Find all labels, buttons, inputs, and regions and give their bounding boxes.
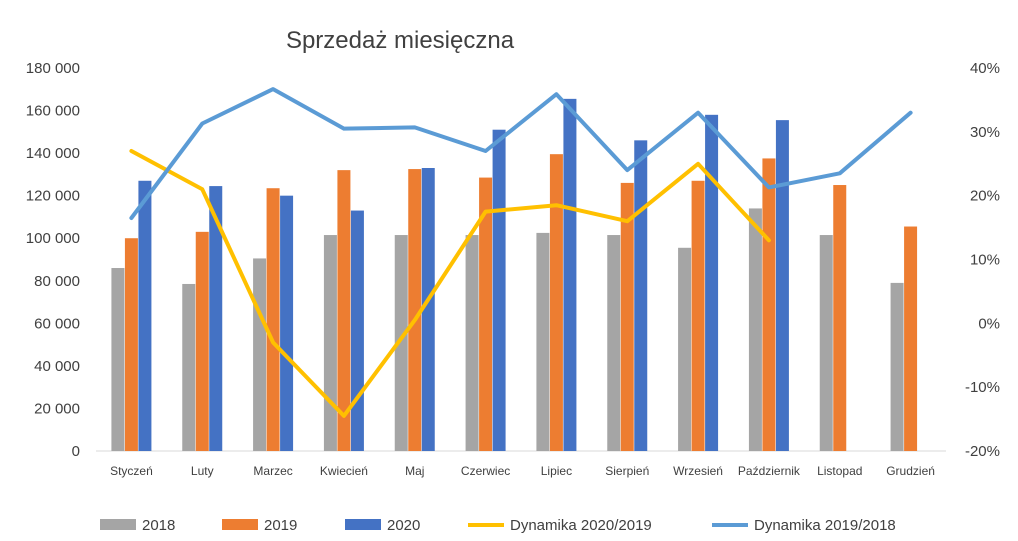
bar-2018: [253, 258, 267, 451]
line-Dynamika-2020-2019: [129, 149, 771, 418]
legend-label: 2019: [264, 517, 297, 534]
bar-2019: [266, 188, 280, 451]
bar-2020: [705, 114, 719, 452]
bar-2019: [549, 154, 563, 452]
right-tick-label: -10%: [965, 379, 1000, 396]
bar-2018: [111, 268, 125, 451]
bar-2018: [890, 282, 904, 451]
left-tick-label: 40 000: [34, 358, 80, 375]
legend-swatch: [222, 519, 258, 530]
legend-label: Dynamika 2020/2019: [510, 517, 652, 534]
bar-2019: [691, 180, 705, 451]
left-axis: 0 20 000 40 000 60 000 80 000 100 000 120 000 1…: [26, 60, 80, 460]
bars-group: [111, 98, 918, 452]
legend-label: 2018: [142, 517, 175, 534]
category-label: Lipiec: [541, 464, 572, 478]
category-label: Październik: [738, 464, 801, 478]
category-labels: Styczeń Luty Marzec Kwiecień Maj Czerwiec Lipi…: [110, 464, 935, 478]
category-label: Kwiecień: [320, 464, 368, 478]
left-tick-label: 100 000: [26, 230, 80, 247]
bar-2020: [775, 120, 789, 451]
left-tick-label: 140 000: [26, 145, 80, 162]
bar-2020: [280, 195, 294, 451]
left-tick-label: 60 000: [34, 315, 80, 332]
bar-2019: [904, 226, 918, 451]
right-tick-label: 40%: [970, 60, 1000, 77]
bar-2019: [408, 169, 422, 451]
legend: 2018 2019 2020 Dynamika 2020/2019 Dynamika 2…: [100, 517, 896, 534]
right-tick-label: 10%: [970, 252, 1000, 269]
bar-2020: [421, 168, 435, 451]
bar-2019: [195, 231, 209, 451]
bar-2020: [209, 186, 223, 451]
left-tick-label: 180 000: [26, 60, 80, 77]
legend-label: Dynamika 2019/2018: [754, 517, 896, 534]
left-tick-label: 120 000: [26, 188, 80, 205]
bar-2018: [465, 235, 479, 451]
chart-title: Sprzedaż miesięczna: [286, 27, 515, 54]
bar-2018: [678, 247, 692, 451]
right-tick-label: 20%: [970, 188, 1000, 205]
category-label: Grudzień: [886, 464, 935, 478]
bar-2019: [620, 182, 634, 451]
bar-2020: [492, 129, 506, 451]
left-tick-label: 160 000: [26, 103, 80, 120]
category-label: Wrzesień: [673, 464, 723, 478]
category-label: Marzec: [253, 464, 292, 478]
bar-2018: [536, 232, 550, 451]
bar-2019: [124, 238, 138, 451]
bar-2018: [323, 235, 337, 451]
bar-2020: [350, 210, 364, 451]
legend-label: 2020: [387, 517, 420, 534]
line-Dynamika-2019-2018: [129, 87, 913, 220]
category-label: Listopad: [817, 464, 862, 478]
bar-2020: [138, 180, 152, 451]
left-tick-label: 80 000: [34, 273, 80, 290]
category-label: Czerwiec: [461, 464, 510, 478]
bar-2019: [833, 185, 847, 451]
left-tick-label: 0: [72, 443, 80, 460]
category-label: Luty: [191, 464, 214, 478]
category-label: Maj: [405, 464, 424, 478]
left-tick-label: 20 000: [34, 400, 80, 417]
bar-2020: [634, 140, 648, 451]
bar-2018: [748, 208, 762, 451]
bar-2018: [394, 235, 408, 451]
bar-2018: [182, 283, 196, 451]
lines-group: [129, 87, 913, 418]
right-tick-label: 30%: [970, 124, 1000, 141]
right-axis: -20% -10% 0% 10% 20% 30% 40%: [965, 60, 1000, 460]
bar-2019: [337, 170, 351, 451]
bar-2019: [479, 177, 493, 451]
bar-2019: [762, 158, 776, 452]
category-label: Styczeń: [110, 464, 153, 478]
right-tick-label: -20%: [965, 443, 1000, 460]
legend-swatch: [100, 519, 136, 530]
category-label: Sierpień: [605, 464, 649, 478]
right-tick-label: 0%: [978, 315, 1000, 332]
legend-swatch: [345, 519, 381, 530]
bar-2018: [607, 235, 621, 451]
bar-2020: [563, 98, 577, 451]
bar-2018: [819, 235, 833, 451]
